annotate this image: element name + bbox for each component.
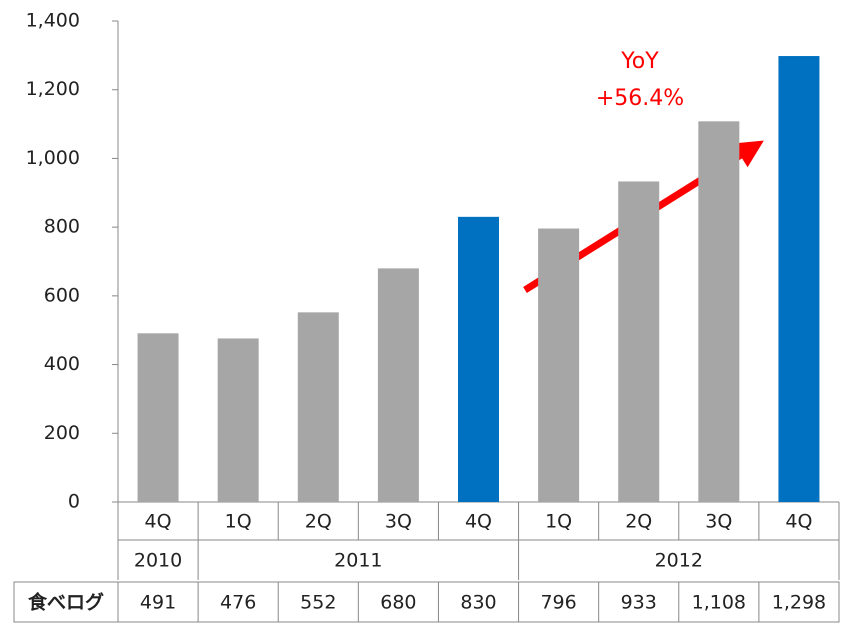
y-tick-label: 200 xyxy=(44,422,80,444)
data-value: 1,108 xyxy=(692,592,746,614)
y-tick-label: 1,400 xyxy=(26,10,80,32)
annotation: YoY xyxy=(620,49,659,74)
x-tick-label: 1Q xyxy=(225,511,252,533)
data-value: 830 xyxy=(460,592,496,614)
bar xyxy=(538,228,580,502)
series-name: 食べログ xyxy=(28,591,104,614)
x-tick-label: 4Q xyxy=(785,511,812,533)
y-tick-label: 1,000 xyxy=(26,147,80,169)
bar xyxy=(698,121,740,502)
y-tick-label: 1,200 xyxy=(26,78,80,100)
x-tick-label: 4Q xyxy=(465,511,492,533)
annotation: +56.4% xyxy=(596,86,684,111)
bar xyxy=(778,56,820,503)
bar xyxy=(377,268,419,502)
x-group-label: 2011 xyxy=(334,550,382,572)
data-value: 552 xyxy=(300,592,336,614)
x-tick-label: 2Q xyxy=(305,511,332,533)
x-group-label: 2012 xyxy=(655,550,703,572)
x-tick-label: 3Q xyxy=(705,511,732,533)
data-value: 933 xyxy=(621,592,657,614)
data-row xyxy=(13,581,840,623)
x-tick-label: 2Q xyxy=(625,511,652,533)
x-tick-label: 4Q xyxy=(145,511,172,533)
y-tick-label: 400 xyxy=(44,353,80,375)
data-value: 491 xyxy=(140,592,176,614)
data-value: 1,298 xyxy=(772,592,826,614)
bar xyxy=(297,312,339,502)
bar xyxy=(137,333,179,502)
data-value: 680 xyxy=(380,592,416,614)
y-tick-label: 0 xyxy=(68,491,80,513)
data-value: 476 xyxy=(220,592,256,614)
x-tick-label: 3Q xyxy=(385,511,412,533)
y-tick-label: 800 xyxy=(44,216,80,238)
x-group-label: 2010 xyxy=(134,550,182,572)
bar xyxy=(217,338,259,502)
x-tick-label: 1Q xyxy=(545,511,572,533)
bar xyxy=(458,216,499,503)
bar xyxy=(618,181,660,502)
y-tick-label: 600 xyxy=(44,284,80,306)
data-value: 796 xyxy=(540,592,576,614)
